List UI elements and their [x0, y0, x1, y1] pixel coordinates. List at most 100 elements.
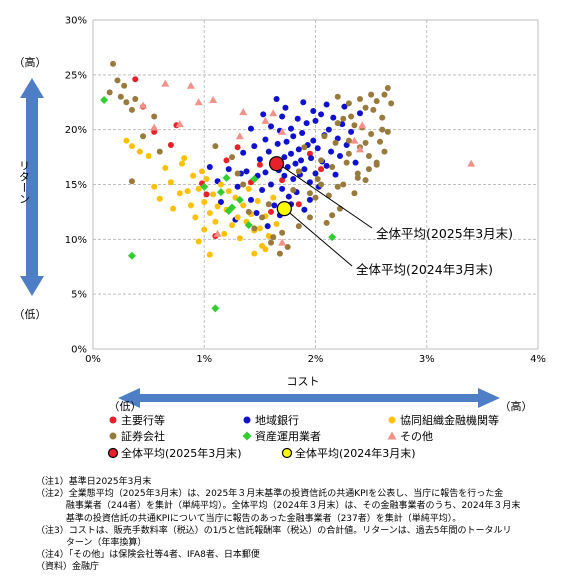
series-1-point	[247, 196, 254, 203]
series-2-point	[187, 202, 194, 209]
series-1-point	[256, 156, 263, 163]
series-1-point	[206, 163, 213, 170]
series-3-point	[348, 113, 355, 120]
series-3-point	[340, 181, 347, 188]
series-5-point	[467, 159, 476, 167]
series-3-point	[384, 84, 391, 91]
series-4-point	[200, 182, 209, 191]
y-tick-label: 20%	[65, 125, 87, 136]
series-4-point	[127, 251, 136, 260]
series-3-point	[388, 100, 395, 107]
series-3-point	[212, 143, 219, 150]
series-3-point	[351, 190, 358, 197]
legend-label-6: 全体平均(2025年3月末)	[121, 446, 242, 460]
series-3-point	[362, 139, 369, 146]
series-3-point	[379, 126, 386, 133]
series-3-point	[365, 152, 372, 159]
series-3-point	[345, 100, 352, 107]
series-1-point	[262, 136, 269, 143]
series-1-point	[300, 99, 307, 106]
series-2-point	[195, 238, 202, 245]
annotation-2024-leader	[289, 212, 353, 267]
series-2-point	[270, 194, 277, 201]
series-2-point	[190, 172, 197, 179]
series-2-point	[234, 214, 241, 221]
series-4-point	[222, 173, 231, 182]
x-axis-arrow	[118, 388, 500, 408]
series-3-point	[377, 138, 384, 145]
x-axis-label: コスト	[287, 375, 320, 388]
series-2-point	[181, 155, 188, 162]
series-3-point	[321, 133, 328, 140]
series-1-point	[303, 120, 310, 127]
series-3-point	[156, 148, 163, 155]
x-tick-label: 1%	[196, 354, 212, 365]
note-2: （注2）全業態平均（2025年3月末）は、2025年３月末基準の投資信託の共通K…	[36, 489, 521, 524]
series-1-point	[336, 152, 343, 159]
series-0-point	[234, 144, 241, 151]
series-2-point	[214, 203, 221, 210]
series-5-point	[350, 136, 359, 144]
series-3-point	[140, 133, 147, 140]
series-3-point	[318, 157, 325, 164]
series-2-point	[167, 179, 174, 186]
series-5-point	[150, 123, 159, 131]
series-2-point	[206, 251, 213, 258]
series-0-point	[318, 166, 325, 173]
series-3-point	[128, 178, 135, 185]
series-2-point	[201, 226, 208, 233]
series-2-point	[162, 165, 169, 172]
legend-marker-5	[387, 431, 397, 440]
series-2-point	[170, 205, 177, 212]
series-5-point	[213, 229, 222, 237]
grid	[92, 19, 539, 350]
series-3-point	[381, 148, 388, 155]
series-3-point	[345, 137, 352, 144]
series-1-point	[290, 133, 297, 140]
series-3-point	[151, 113, 158, 120]
series-1-point	[341, 103, 348, 110]
series-3-point	[334, 183, 341, 190]
series-3-point	[301, 144, 308, 151]
note-1: （注1）基準日2025年3月末	[36, 477, 152, 487]
series-4-point	[228, 203, 237, 212]
series-3-point	[312, 194, 319, 201]
series-2-point	[221, 230, 228, 237]
legend-label-5: その他	[400, 430, 433, 443]
y-tick-label: 25%	[65, 70, 87, 81]
series-5-point	[186, 81, 195, 89]
series-2-point	[179, 160, 185, 167]
series-2-point	[195, 185, 202, 192]
series-0-point	[256, 161, 263, 168]
series-4-point	[100, 96, 109, 105]
series-3-point	[290, 186, 297, 193]
series-1-point	[325, 126, 332, 133]
series-3-point	[110, 60, 117, 67]
notes: （注1）基準日2025年3月末 （注2）全業態平均（2025年3月末）は、202…	[36, 476, 556, 574]
series-5-point	[209, 96, 218, 104]
series-0-point	[203, 191, 210, 198]
series-3-point	[306, 214, 313, 221]
series-3-point	[284, 244, 291, 251]
series-5-point	[194, 98, 203, 106]
series-2-point	[254, 197, 261, 204]
series-1-point	[295, 146, 302, 153]
series-1-point	[310, 137, 317, 144]
note-4: （注4）「その他」は保険会社等4者、IFA8者、日本郵便	[36, 550, 260, 561]
legend-label-7: 全体平均(2024年3月末)	[295, 446, 416, 460]
series-3-point	[314, 176, 321, 183]
series-5-point	[358, 121, 367, 129]
series-5-point	[175, 120, 184, 128]
tick-labels: 0% 5% 10% 15% 20% 25% 30% 0% 1% 2% 3% 4%	[65, 16, 546, 366]
series-3-point	[240, 181, 247, 188]
series-1-point	[348, 128, 355, 135]
series-4-point	[244, 221, 253, 230]
series-3-point	[379, 114, 386, 121]
series-3-point	[276, 250, 283, 257]
series-1-point	[310, 108, 317, 115]
series-2-point	[251, 250, 258, 257]
series-1-point	[314, 145, 321, 152]
series-3-point	[370, 106, 377, 113]
series-2-point	[156, 195, 163, 202]
